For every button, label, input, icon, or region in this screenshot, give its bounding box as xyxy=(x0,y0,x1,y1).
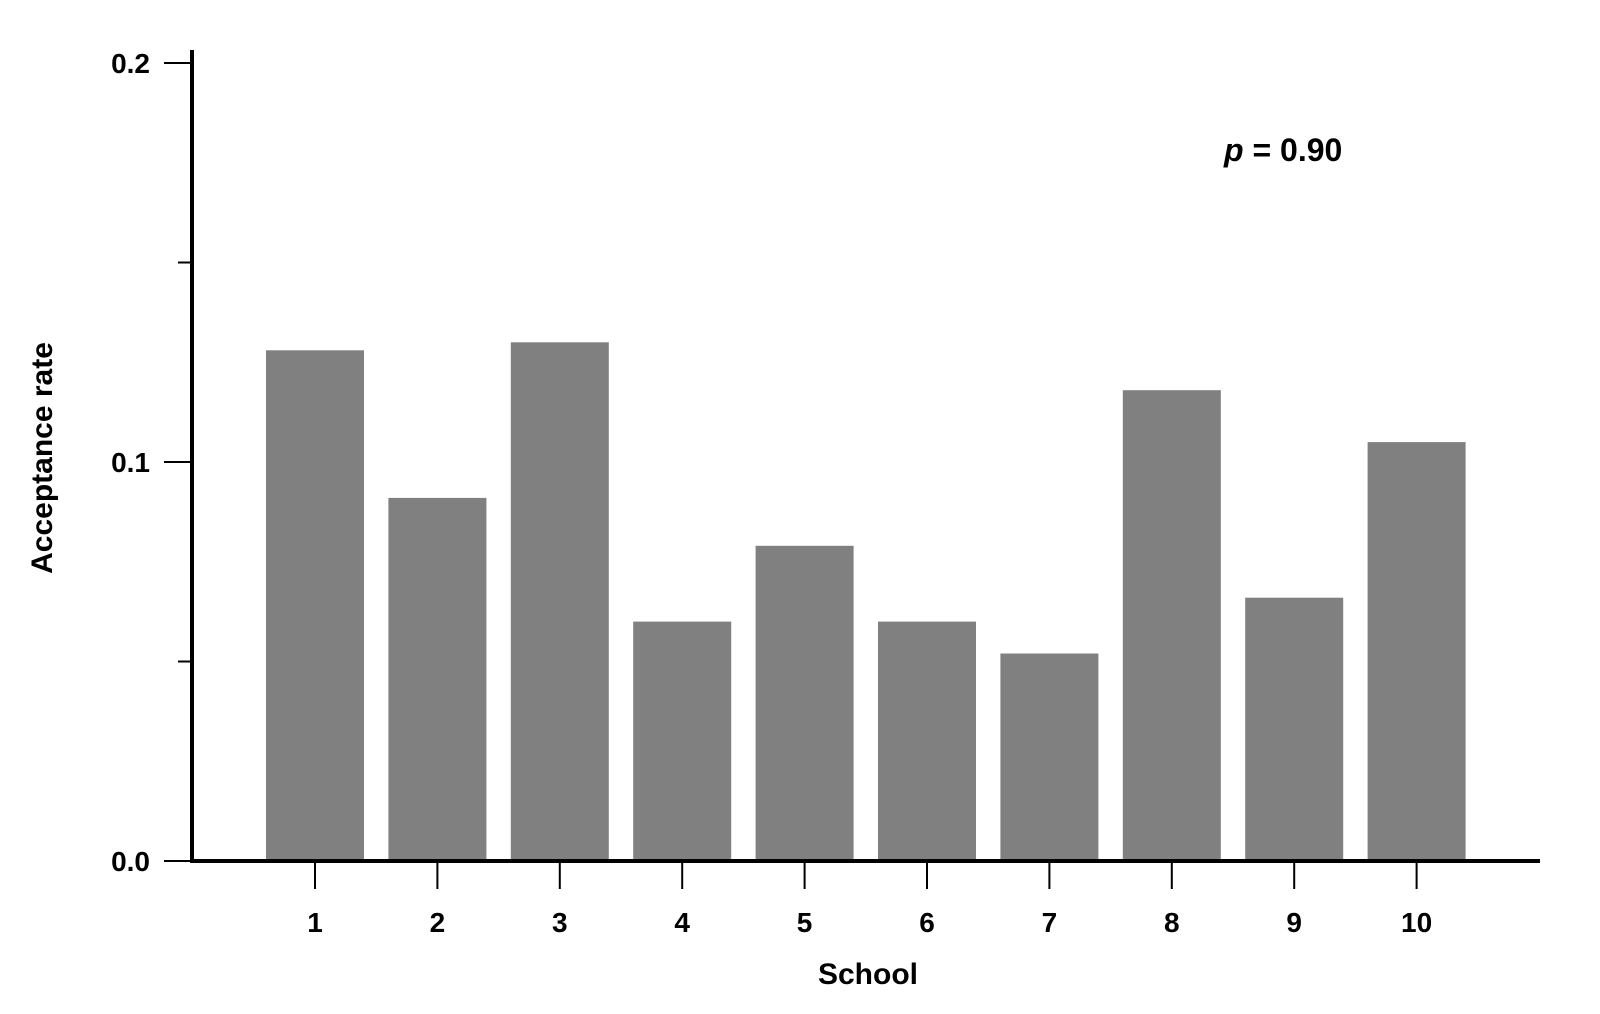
x-tick-label: 1 xyxy=(307,907,323,938)
bar-school-3 xyxy=(510,342,609,861)
x-tick-label: 4 xyxy=(674,907,690,938)
y-tick-label: 0.1 xyxy=(111,447,150,478)
x-axis: 1 2 3 4 5 6 7 8 9 10 xyxy=(190,859,1540,938)
bars-group xyxy=(266,342,1466,861)
y-axis: 0.0 0.1 0.2 xyxy=(111,48,194,877)
bar-school-1 xyxy=(266,350,364,861)
bar-school-2 xyxy=(388,497,487,861)
x-axis-title: School xyxy=(818,958,918,991)
x-tick-label: 10 xyxy=(1401,907,1432,938)
bar-school-7 xyxy=(1000,653,1099,861)
x-tick-label: 5 xyxy=(797,907,813,938)
p-symbol: p xyxy=(1223,132,1244,168)
bar-school-8 xyxy=(1122,390,1221,861)
p-value-annotation: p = 0.90 xyxy=(1223,132,1342,168)
bar-school-5 xyxy=(755,545,854,861)
bar-school-6 xyxy=(878,621,976,861)
x-tick-label: 7 xyxy=(1042,907,1058,938)
x-tick-label: 3 xyxy=(552,907,568,938)
x-tick-label: 2 xyxy=(430,907,446,938)
y-tick-label: 0.0 xyxy=(111,846,150,877)
y-axis-title: Acceptance rate xyxy=(26,342,59,574)
x-tick-label: 6 xyxy=(919,907,935,938)
bar-school-10 xyxy=(1367,442,1466,861)
x-tick-label: 9 xyxy=(1286,907,1302,938)
y-tick-label: 0.2 xyxy=(111,48,150,79)
p-value-text: = 0.90 xyxy=(1244,132,1343,168)
x-tick-label: 8 xyxy=(1164,907,1180,938)
bar-school-4 xyxy=(633,621,732,861)
bar-school-9 xyxy=(1245,597,1344,861)
